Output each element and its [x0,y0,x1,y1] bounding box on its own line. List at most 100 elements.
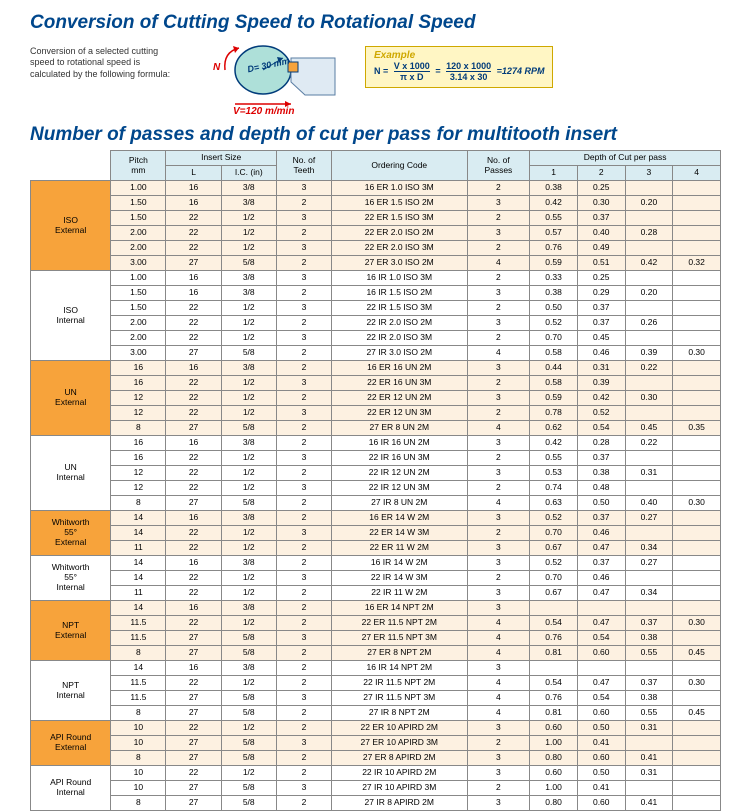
table-cell [673,196,721,211]
table-cell: 2 [467,301,530,316]
table-cell: 2 [467,571,530,586]
table-cell: 2 [276,286,331,301]
table-cell: 0.57 [530,226,578,241]
table-cell: 22 IR 16 UN 3M [332,451,467,466]
table-cell: 8 [111,706,166,721]
table-cell: 3/8 [221,196,276,211]
table-cell: 14 [111,526,166,541]
table-cell [673,451,721,466]
table-cell: 0.70 [530,571,578,586]
table-cell: 16 [166,556,221,571]
table-row: 3.00275/8227 IR 3.0 ISO 2M40.580.460.390… [31,346,721,361]
table-cell [673,301,721,316]
table-cell: 1/2 [221,676,276,691]
example-formula: Example N = V x 1000π x D = 120 x 10003.… [365,46,553,88]
table-cell: 16 ER 14 W 2M [332,511,467,526]
group-label: UN External [31,361,111,436]
table-cell [673,556,721,571]
table-cell: 16 [166,271,221,286]
table-row: ISO External1.00163/8316 ER 1.0 ISO 3M20… [31,181,721,196]
table-cell: 1/2 [221,211,276,226]
table-cell: 1.00 [530,736,578,751]
table-cell: 2 [276,556,331,571]
table-cell: 2 [276,256,331,271]
table-cell: 0.47 [577,616,625,631]
table-row: 3.00275/8227 ER 3.0 ISO 2M40.590.510.420… [31,256,721,271]
table-cell: 27 [166,691,221,706]
table-cell: 16 ER 1.0 ISO 3M [332,181,467,196]
table-cell [673,211,721,226]
table-cell: 0.37 [625,676,673,691]
table-cell: 0.54 [530,676,578,691]
diagram-v: V=120 m/min [233,106,294,117]
table-cell [673,511,721,526]
table-cell [625,571,673,586]
table-row: Whitworth 55° Internal14163/8216 IR 14 W… [31,556,721,571]
table-cell: 0.30 [673,676,721,691]
table-cell: 2 [276,676,331,691]
table-cell: 0.44 [530,361,578,376]
conversion-caption: Conversion of a selected cutting speed t… [30,40,175,80]
table-cell: 0.81 [530,646,578,661]
table-cell: 2 [467,376,530,391]
table-cell: 0.27 [625,511,673,526]
table-cell: 2 [467,271,530,286]
table-cell: 3/8 [221,271,276,286]
table-cell: 16 IR 14 W 2M [332,556,467,571]
formula-num1: V x 1000 [394,61,430,71]
table-cell: 2 [276,661,331,676]
table-cell: 22 [166,406,221,421]
table-cell: 27 [166,706,221,721]
formula-den1: π x D [394,71,430,82]
table-cell: 0.32 [673,256,721,271]
table-cell [577,661,625,676]
table-cell: 0.52 [577,406,625,421]
table-cell: 2 [276,766,331,781]
table-cell: 22 [166,451,221,466]
table-cell: 0.41 [625,796,673,811]
table-cell [673,271,721,286]
table-cell: 16 ER 14 NPT 2M [332,601,467,616]
table-cell [673,376,721,391]
table-row: 12221/2222 ER 12 UN 2M30.590.420.30 [31,391,721,406]
table-cell: 3 [276,211,331,226]
table-cell: 2 [467,481,530,496]
table-cell: 22 IR 12 UN 2M [332,466,467,481]
table-cell: 2 [276,346,331,361]
table-cell [673,541,721,556]
table-cell: 5/8 [221,691,276,706]
table-cell: 2 [276,466,331,481]
table-cell: 27 ER 10 APIRD 3M [332,736,467,751]
hdr-ic: I.C. (in) [221,166,276,181]
table-cell [625,601,673,616]
table-cell [625,736,673,751]
table-cell: 0.34 [625,541,673,556]
table-cell: 27 [166,736,221,751]
table-cell: 1/2 [221,241,276,256]
table-cell: 0.80 [530,796,578,811]
table-cell: 1/2 [221,586,276,601]
table-cell: 0.37 [577,301,625,316]
table-cell [625,301,673,316]
table-cell: 0.67 [530,541,578,556]
table-cell: 3 [467,196,530,211]
table-cell: 16 IR 14 NPT 2M [332,661,467,676]
table-cell: 5/8 [221,751,276,766]
hdr-d3: 3 [625,166,673,181]
table-cell: 3 [467,601,530,616]
table-cell: 22 IR 11 W 2M [332,586,467,601]
table-cell: 0.31 [625,721,673,736]
table-cell: 11 [111,586,166,601]
table-cell: 0.20 [625,286,673,301]
table-cell [625,241,673,256]
table-cell: 0.31 [577,361,625,376]
title-conversion: Conversion of Cutting Speed to Rotationa… [30,12,721,34]
table-cell: 0.22 [625,436,673,451]
table-cell: 0.60 [577,706,625,721]
table-cell: 4 [467,676,530,691]
table-cell: 0.30 [673,496,721,511]
table-cell: 0.46 [577,346,625,361]
table-cell: 1/2 [221,451,276,466]
table-cell: 27 [166,256,221,271]
table-cell: 2 [276,511,331,526]
